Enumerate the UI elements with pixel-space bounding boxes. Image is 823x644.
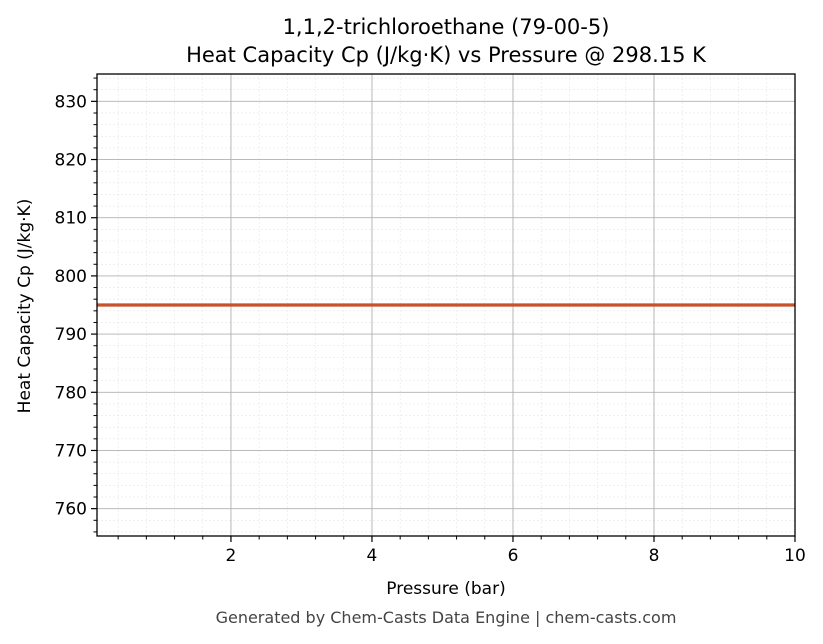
y-tick-label: 820 (55, 151, 87, 171)
x-tick-label: 6 (508, 546, 519, 566)
x-tick-label: 2 (226, 546, 237, 566)
x-tick-label: 8 (649, 546, 660, 566)
y-tick-label: 800 (55, 267, 87, 287)
y-tick-label: 810 (55, 209, 87, 229)
y-tick-label: 830 (55, 92, 87, 112)
y-tick-label: 790 (55, 325, 87, 345)
major-grid (97, 74, 796, 536)
x-tick-label: 10 (784, 546, 806, 566)
footer-credit: Generated by Chem-Casts Data Engine | ch… (215, 608, 677, 627)
plot-frame (96, 73, 796, 537)
y-axis-label: Heat Capacity Cp (J/kg·K) (15, 199, 35, 414)
y-tick-label: 770 (55, 441, 87, 461)
y-tick-label: 780 (55, 383, 87, 403)
x-tick-label: 4 (367, 546, 378, 566)
chart-subtitle: Heat Capacity Cp (J/kg·K) vs Pressure @ … (186, 43, 707, 67)
x-axis-label: Pressure (bar) (386, 579, 505, 599)
y-tick-label: 760 (55, 500, 87, 520)
chart-title: 1,1,2-trichloroethane (79-00-5) (283, 15, 610, 39)
minor-grid (97, 74, 796, 536)
